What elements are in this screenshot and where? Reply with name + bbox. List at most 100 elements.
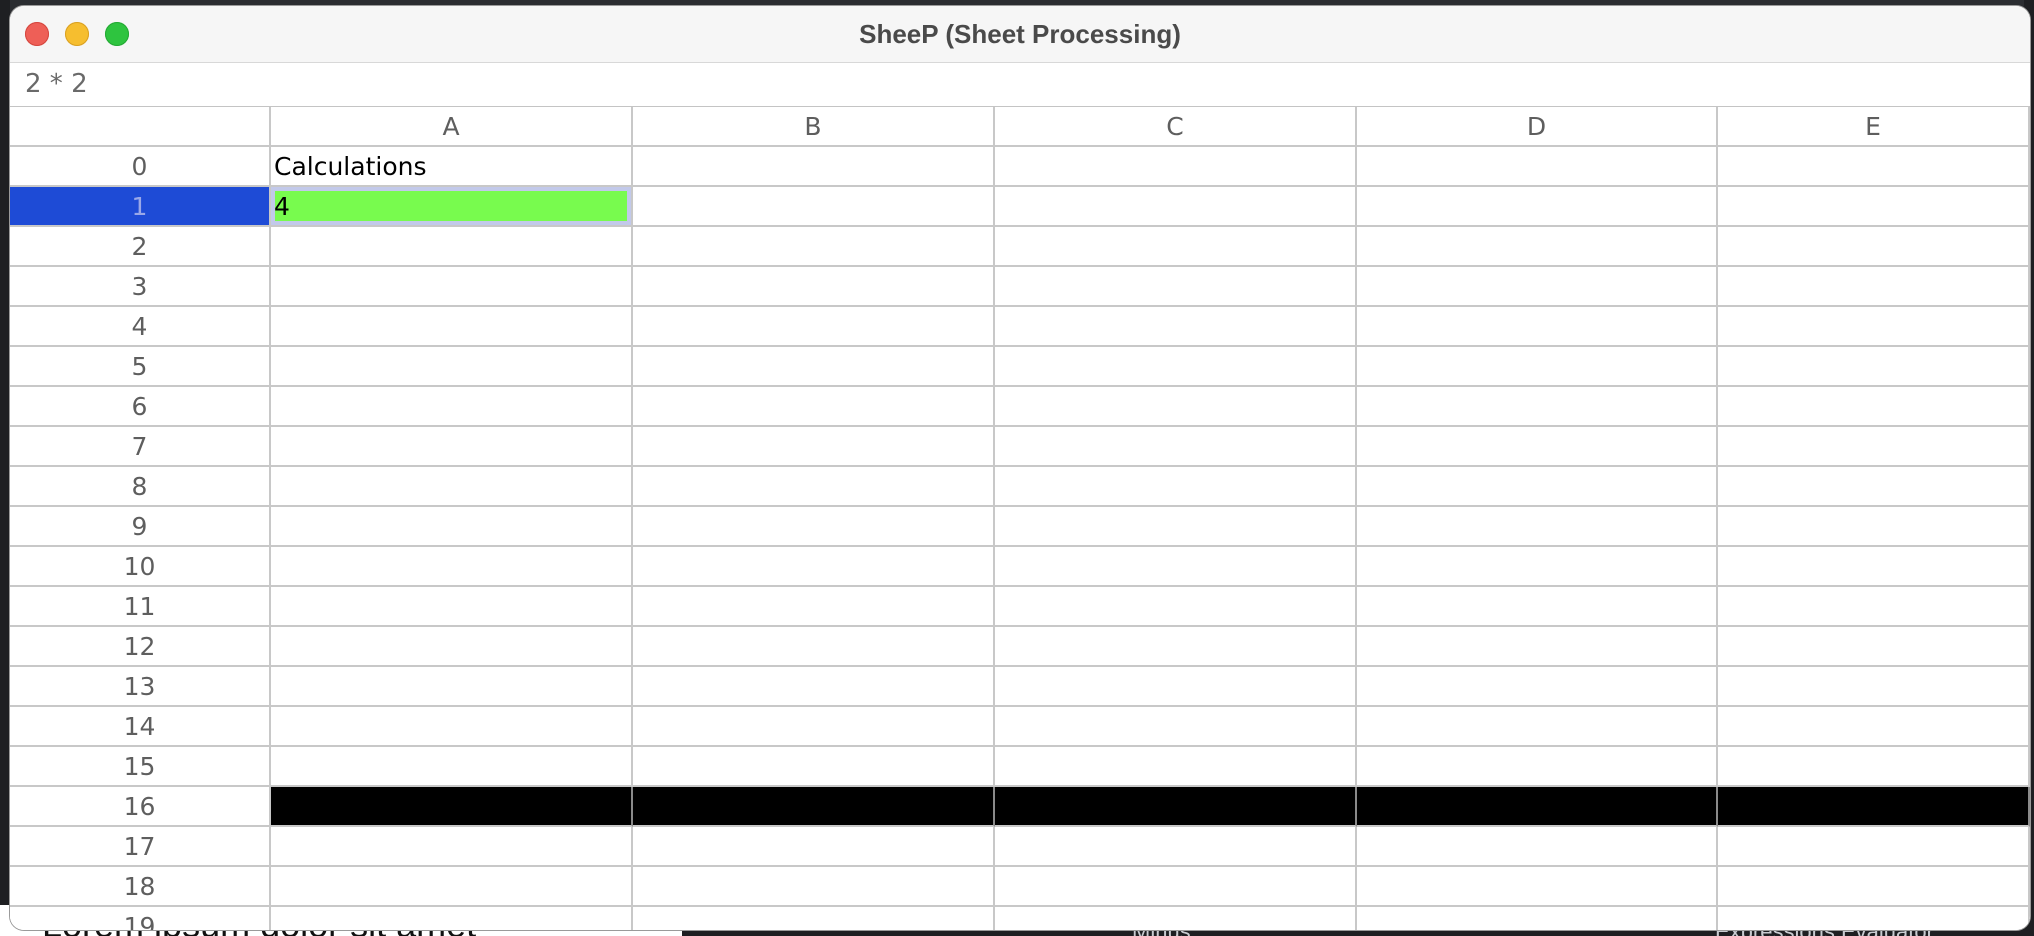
row-header[interactable]: 6 — [10, 387, 271, 427]
row-header[interactable]: 1 — [10, 187, 271, 227]
cell-d0[interactable] — [1357, 147, 1718, 187]
row-header[interactable]: 13 — [10, 667, 271, 707]
cell-e16[interactable] — [1718, 787, 2030, 827]
cell-d8[interactable] — [1357, 467, 1718, 507]
title-bar[interactable]: SheeP (Sheet Processing) — [10, 6, 2030, 63]
cell-d18[interactable] — [1357, 867, 1718, 907]
cell-a2[interactable] — [271, 227, 633, 267]
cell-d9[interactable] — [1357, 507, 1718, 547]
cell-c7[interactable] — [995, 427, 1357, 467]
row-header[interactable]: 11 — [10, 587, 271, 627]
cell-e7[interactable] — [1718, 427, 2030, 467]
cell-c18[interactable] — [995, 867, 1357, 907]
cell-a12[interactable] — [271, 627, 633, 667]
row-header[interactable]: 17 — [10, 827, 271, 867]
cell-b4[interactable] — [633, 307, 995, 347]
column-header-c[interactable]: C — [995, 107, 1357, 147]
cell-e2[interactable] — [1718, 227, 2030, 267]
cell-e3[interactable] — [1718, 267, 2030, 307]
cell-a7[interactable] — [271, 427, 633, 467]
cell-a3[interactable] — [271, 267, 633, 307]
cell-e9[interactable] — [1718, 507, 2030, 547]
maximize-window-button[interactable] — [105, 22, 129, 46]
cell-b11[interactable] — [633, 587, 995, 627]
cell-e12[interactable] — [1718, 627, 2030, 667]
cell-b13[interactable] — [633, 667, 995, 707]
row-header[interactable]: 0 — [10, 147, 271, 187]
column-header-d[interactable]: D — [1357, 107, 1718, 147]
cell-b1[interactable] — [633, 187, 995, 227]
cell-e15[interactable] — [1718, 747, 2030, 787]
cell-a15[interactable] — [271, 747, 633, 787]
cell-e18[interactable] — [1718, 867, 2030, 907]
cell-c15[interactable] — [995, 747, 1357, 787]
cell-c14[interactable] — [995, 707, 1357, 747]
cell-c6[interactable] — [995, 387, 1357, 427]
row-header[interactable]: 19 — [10, 907, 271, 930]
cell-c2[interactable] — [995, 227, 1357, 267]
cell-b17[interactable] — [633, 827, 995, 867]
row-header[interactable]: 8 — [10, 467, 271, 507]
cell-a17[interactable] — [271, 827, 633, 867]
cell-d3[interactable] — [1357, 267, 1718, 307]
cell-a10[interactable] — [271, 547, 633, 587]
row-header[interactable]: 9 — [10, 507, 271, 547]
row-header[interactable]: 18 — [10, 867, 271, 907]
row-header[interactable]: 14 — [10, 707, 271, 747]
spreadsheet-grid[interactable]: A B C D E 0 Calculations 1 4 2 3 4 5 6 7 8 9 10 11 12 1… — [10, 107, 2030, 930]
cell-c13[interactable] — [995, 667, 1357, 707]
cell-a11[interactable] — [271, 587, 633, 627]
cell-c3[interactable] — [995, 267, 1357, 307]
cell-e0[interactable] — [1718, 147, 2030, 187]
cell-a16[interactable] — [271, 787, 633, 827]
cell-e17[interactable] — [1718, 827, 2030, 867]
row-header[interactable]: 7 — [10, 427, 271, 467]
cell-a9[interactable] — [271, 507, 633, 547]
cell-d7[interactable] — [1357, 427, 1718, 467]
cell-d1[interactable] — [1357, 187, 1718, 227]
cell-d16[interactable] — [1357, 787, 1718, 827]
cell-c16[interactable] — [995, 787, 1357, 827]
cell-b12[interactable] — [633, 627, 995, 667]
cell-b5[interactable] — [633, 347, 995, 387]
cell-b3[interactable] — [633, 267, 995, 307]
cell-d4[interactable] — [1357, 307, 1718, 347]
cell-e5[interactable] — [1718, 347, 2030, 387]
close-window-button[interactable] — [25, 22, 49, 46]
row-header[interactable]: 15 — [10, 747, 271, 787]
cell-b19[interactable] — [633, 907, 995, 930]
cell-c19[interactable] — [995, 907, 1357, 930]
cell-c5[interactable] — [995, 347, 1357, 387]
cell-e1[interactable] — [1718, 187, 2030, 227]
cell-d10[interactable] — [1357, 547, 1718, 587]
row-header[interactable]: 5 — [10, 347, 271, 387]
cell-b8[interactable] — [633, 467, 995, 507]
cell-a19[interactable] — [271, 907, 633, 930]
cell-b15[interactable] — [633, 747, 995, 787]
cell-e10[interactable] — [1718, 547, 2030, 587]
row-header[interactable]: 12 — [10, 627, 271, 667]
row-header[interactable]: 16 — [10, 787, 271, 827]
cell-c17[interactable] — [995, 827, 1357, 867]
cell-a8[interactable] — [271, 467, 633, 507]
cell-c12[interactable] — [995, 627, 1357, 667]
cell-d15[interactable] — [1357, 747, 1718, 787]
cell-d5[interactable] — [1357, 347, 1718, 387]
cell-a6[interactable] — [271, 387, 633, 427]
cell-a5[interactable] — [271, 347, 633, 387]
cell-c8[interactable] — [995, 467, 1357, 507]
cell-b7[interactable] — [633, 427, 995, 467]
cell-d13[interactable] — [1357, 667, 1718, 707]
cell-c11[interactable] — [995, 587, 1357, 627]
formula-bar[interactable]: 2 * 2 — [10, 63, 2030, 107]
formula-input[interactable]: 2 * 2 — [25, 69, 88, 99]
column-header-a[interactable]: A — [271, 107, 633, 147]
cell-e6[interactable] — [1718, 387, 2030, 427]
cell-e14[interactable] — [1718, 707, 2030, 747]
cell-a0[interactable]: Calculations — [271, 147, 633, 187]
cell-b0[interactable] — [633, 147, 995, 187]
cell-e13[interactable] — [1718, 667, 2030, 707]
cell-c0[interactable] — [995, 147, 1357, 187]
cell-b18[interactable] — [633, 867, 995, 907]
cell-a13[interactable] — [271, 667, 633, 707]
